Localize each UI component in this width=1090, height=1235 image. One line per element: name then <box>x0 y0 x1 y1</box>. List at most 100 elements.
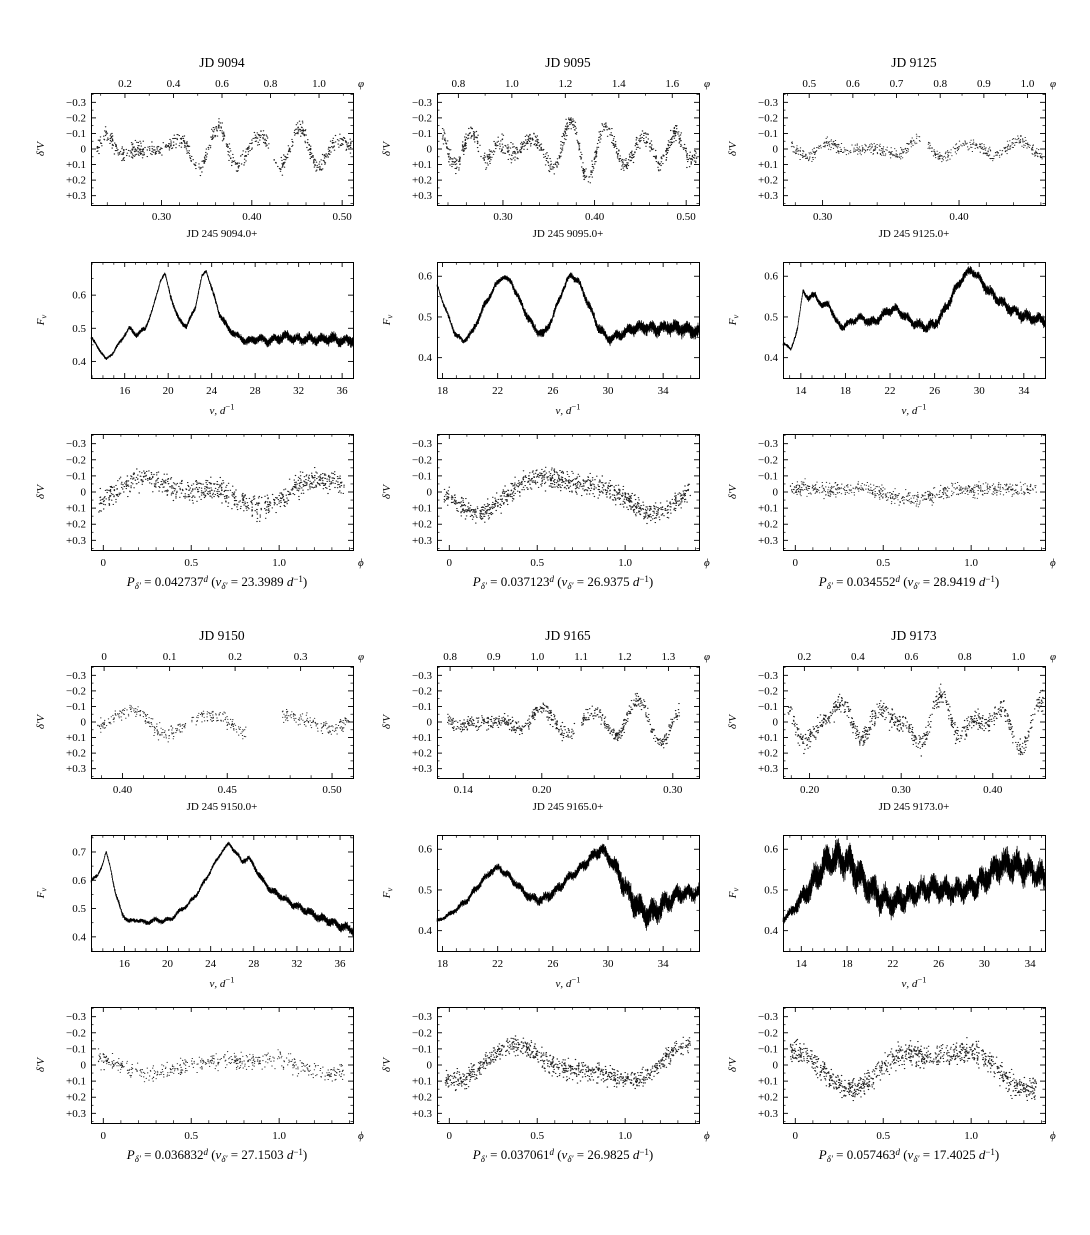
subscript-delta-prime: δ′ <box>134 581 141 591</box>
phase-tick-label: 0 <box>101 651 107 663</box>
subscript-delta-prime: δ′ <box>480 581 487 591</box>
phi-axis-label: ϕ <box>1050 1130 1056 1142</box>
y-tick-label: +0.1 <box>66 732 86 744</box>
x-axis-label: ν, d−1 <box>556 975 581 991</box>
x-tick-label: 36 <box>335 958 347 970</box>
y-axis-label: Fν <box>381 888 395 900</box>
x-axis-label: JD 245 9173.0+ <box>879 801 950 813</box>
x-axis-label: ν, d−1 <box>902 402 927 418</box>
x-tick-label: 1.0 <box>964 557 978 569</box>
y-tick-label: −0.3 <box>412 1011 432 1023</box>
x-tick-label: 32 <box>291 958 302 970</box>
y-tick-label: −0.3 <box>758 670 778 682</box>
y-tick-label: 0.4 <box>72 356 86 368</box>
x-tick-label: 30 <box>979 958 991 970</box>
symbol-nu: ν <box>215 574 222 589</box>
x-axis-label: ν, d−1 <box>210 402 235 418</box>
x-tick-label: 0.50 <box>677 211 697 223</box>
period-caption: Pδ′ = 0.037061d (νδ′ = 26.9825 d−1) <box>417 1147 709 1164</box>
equals-sign: = <box>486 1147 501 1162</box>
equals-sign: = <box>919 1147 934 1162</box>
y-tick-label: 0.5 <box>72 903 86 915</box>
x-tick-label: 16 <box>119 385 131 397</box>
spectrum-panel: 14 18 22 26 30 34 0.4 0.5 0.6 Fν ν, d−1 <box>727 262 1046 418</box>
y-tick-label: 0.6 <box>418 271 432 283</box>
x-tick-label: 18 <box>842 958 854 970</box>
superscript-d: d <box>549 1147 554 1157</box>
equals-sign: = <box>832 574 847 589</box>
x-axis-label: ν, d−1 <box>902 975 927 991</box>
y-tick-label: 0.4 <box>418 925 432 937</box>
y-tick-label: +0.3 <box>758 535 778 547</box>
x-tick-label: 34 <box>1025 958 1037 970</box>
x-tick-label: 26 <box>929 385 941 397</box>
y-tick-label: +0.2 <box>412 1092 432 1104</box>
symbol-P: P <box>472 1147 481 1162</box>
phase-tick-label: 1.3 <box>662 651 676 663</box>
symbol-nu: ν <box>907 1147 914 1162</box>
y-tick-label: −0.2 <box>758 454 778 466</box>
y-tick-label: 0.6 <box>764 271 778 283</box>
open-paren: ( <box>207 574 216 589</box>
group-title: JD 9150 <box>199 628 245 643</box>
y-tick-label: −0.3 <box>66 670 86 682</box>
phi-axis-label: φ <box>358 651 364 663</box>
y-tick-label: 0 <box>427 717 433 729</box>
light-curve-panel: 0.30 0.40 0.50 0.8 1.0 1.2 1.4 1.6 φ −0.3 −0.2 −0.1… <box>381 78 710 240</box>
x-tick-label: 36 <box>337 385 349 397</box>
y-tick-label: −0.1 <box>412 1043 432 1055</box>
group-jd-9150: JD 9150 0.40 0.45 0.50 0 0.1 0.2 0.3 φ −0.3 −0.2−… <box>31 627 367 1164</box>
period-caption: Pδ′ = 0.034552d (νδ′ = 28.9419 d−1) <box>763 574 1055 591</box>
equals-sign: = <box>227 574 242 589</box>
y-axis-label: Fν <box>381 315 395 327</box>
symbol-P: P <box>472 574 481 589</box>
phase-tick-label: 0.4 <box>851 651 865 663</box>
close-paren: ) <box>302 574 308 589</box>
symbol-nu: ν <box>561 574 568 589</box>
x-tick-label: 18 <box>840 385 852 397</box>
y-tick-label: 0 <box>773 1060 779 1072</box>
y-tick-label: +0.2 <box>758 175 778 187</box>
equals-sign: = <box>573 1147 588 1162</box>
y-tick-label: +0.3 <box>412 190 432 202</box>
x-tick-label: 1.0 <box>272 557 286 569</box>
superscript-minus-one: −1 <box>985 574 995 584</box>
x-tick-label: 16 <box>119 958 130 970</box>
y-tick-label: +0.1 <box>66 159 86 171</box>
phase-tick-label: 0.8 <box>452 78 466 90</box>
y-tick-label: −0.2 <box>66 454 86 466</box>
y-tick-label: −0.3 <box>66 97 86 109</box>
x-tick-label: 24 <box>206 385 218 397</box>
y-tick-label: 0 <box>427 1060 433 1072</box>
y-axis-label: Fν <box>35 315 49 327</box>
y-tick-label: 0 <box>773 144 779 156</box>
y-tick-label: 0 <box>81 1060 87 1072</box>
close-paren: ) <box>302 1147 308 1162</box>
equals-sign: = <box>486 574 501 589</box>
open-paren: ( <box>899 574 908 589</box>
y-tick-label: +0.1 <box>758 1076 778 1088</box>
x-tick-label: 34 <box>658 385 670 397</box>
x-tick-label: 0.50 <box>333 211 353 223</box>
period-caption: Pδ′ = 0.057463d (νδ′ = 17.4025 d−1) <box>763 1147 1055 1164</box>
group-title: JD 9095 <box>545 55 591 70</box>
x-tick-label: 0.50 <box>322 784 342 796</box>
phase-tick-label: 0.7 <box>890 78 904 90</box>
y-tick-label: +0.3 <box>412 763 432 775</box>
phase-tick-label: 1.0 <box>505 78 519 90</box>
superscript-minus-one: −1 <box>293 1147 303 1157</box>
y-tick-label: −0.3 <box>758 438 778 450</box>
subscript-delta-prime: δ′ <box>221 1154 228 1164</box>
symbol-P: P <box>818 1147 827 1162</box>
frequency-value: 17.4025 <box>933 1147 976 1162</box>
y-tick-label: 0.4 <box>764 925 778 937</box>
x-tick-label: 1.0 <box>964 1130 978 1142</box>
phased-curve-panel: 0 0.5 1.0 ϕ −0.3 −0.2 −0.1 0 +0.1 +0.2 +0.3 δ′V <box>727 1007 1056 1142</box>
y-tick-label: −0.2 <box>412 1027 432 1039</box>
y-axis-label: δ′V <box>35 1057 47 1073</box>
x-tick-label: 1.0 <box>272 1130 286 1142</box>
phase-tick-label: 0.4 <box>167 78 181 90</box>
phi-axis-label: φ <box>1050 651 1056 663</box>
x-tick-label: 28 <box>248 958 260 970</box>
